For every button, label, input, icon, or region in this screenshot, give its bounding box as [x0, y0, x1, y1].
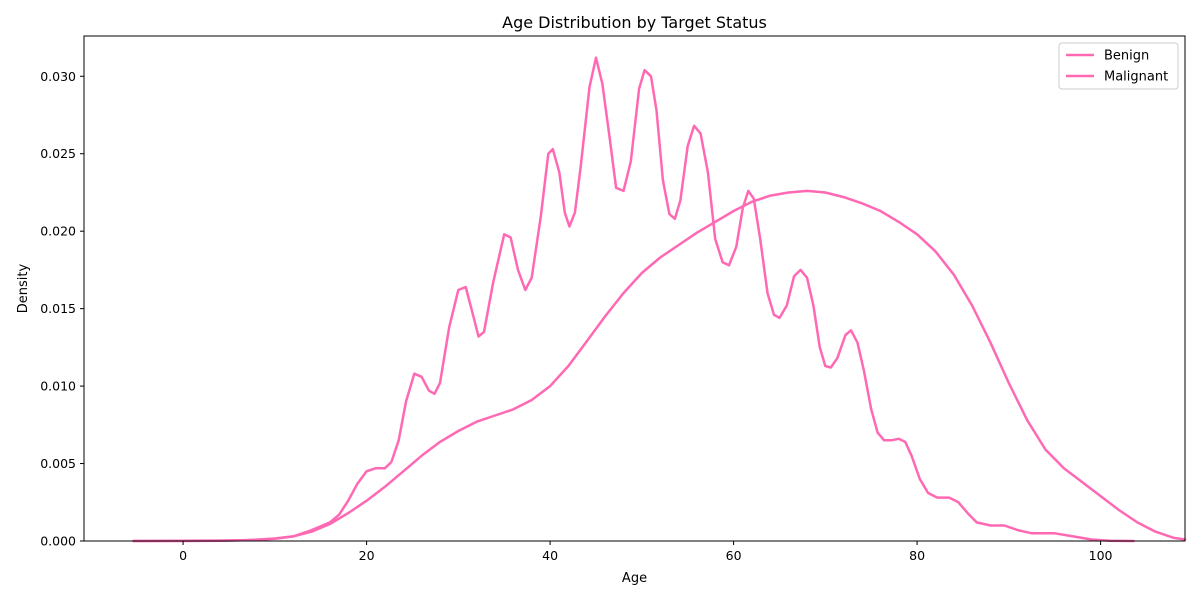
series-layer — [132, 56, 1187, 543]
y-tick-label: 0.030 — [40, 69, 76, 84]
legend-entries: Benign Malignant — [1066, 49, 1168, 85]
y-axis: 0.000 0.005 0.010 0.015 0.020 0.025 0.030 — [40, 69, 84, 549]
legend-label-malignant: Malignant — [1104, 70, 1168, 85]
series-line-malignant — [132, 189, 1187, 543]
y-tick-label: 0.015 — [40, 301, 76, 316]
y-tick-label: 0.025 — [40, 146, 76, 161]
x-axis: 0 20 40 60 80 100 — [179, 541, 1113, 563]
legend-label-benign: Benign — [1104, 49, 1149, 64]
x-tick-label: 0 — [179, 548, 187, 563]
y-axis-label: Density — [16, 263, 31, 313]
x-tick-label: 40 — [542, 548, 558, 563]
x-tick-label: 80 — [909, 548, 925, 563]
y-tick-label: 0.010 — [40, 379, 76, 394]
x-axis-label: Age — [622, 571, 647, 586]
legend: Benign Malignant — [1058, 42, 1179, 90]
y-tick-label: 0.000 — [40, 534, 76, 549]
x-tick-label: 60 — [726, 548, 742, 563]
y-tick-label: 0.005 — [40, 456, 76, 471]
y-tick-label: 0.020 — [40, 224, 76, 239]
x-tick-label: 100 — [1089, 548, 1113, 563]
plot-frame — [83, 35, 1186, 542]
chart-title: Age Distribution by Target Status — [502, 13, 767, 32]
series-line-benign — [132, 56, 1135, 543]
x-tick-label: 20 — [359, 548, 375, 563]
